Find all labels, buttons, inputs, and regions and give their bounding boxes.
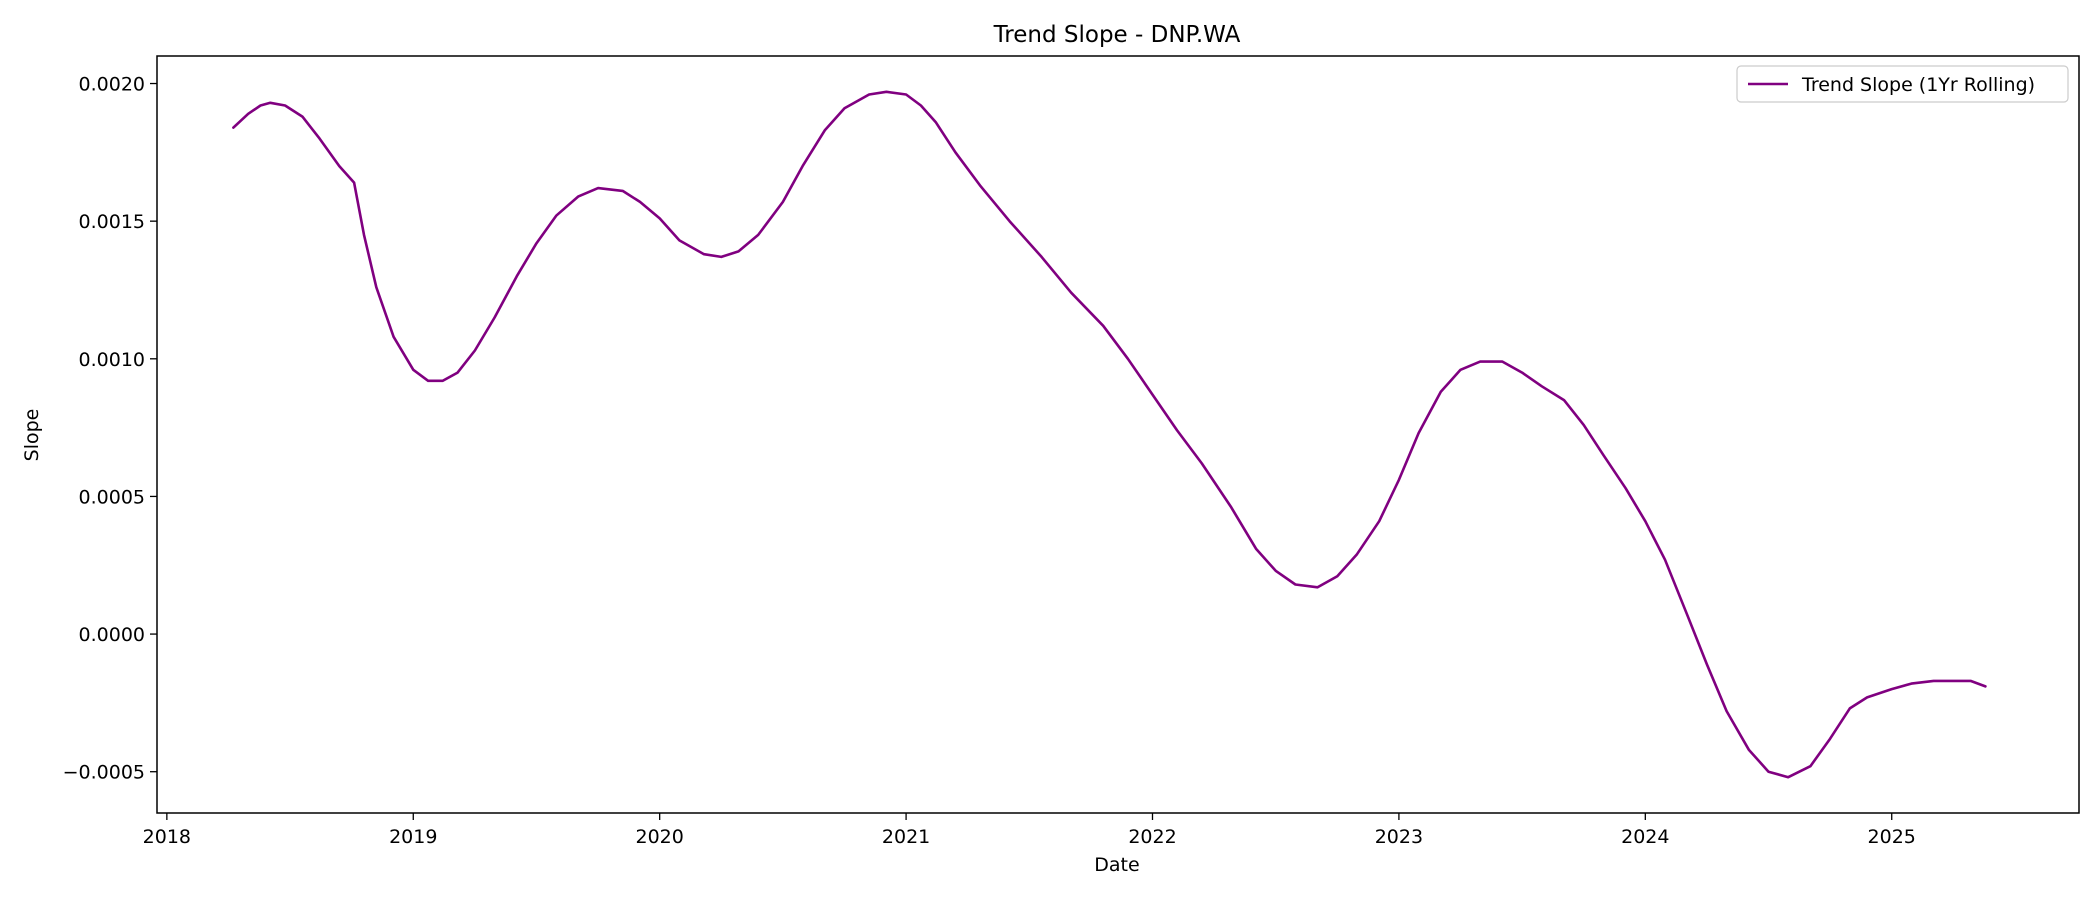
x-tick-label: 2019 bbox=[389, 826, 437, 848]
x-tick-label: 2024 bbox=[1621, 826, 1669, 848]
y-tick-label: 0.0005 bbox=[79, 486, 145, 508]
x-tick-label: 2023 bbox=[1375, 826, 1423, 848]
legend-box bbox=[1736, 65, 2069, 103]
y-tick-label: 0.0020 bbox=[79, 74, 145, 96]
plot-frame bbox=[156, 55, 2080, 814]
x-tick-label: 2021 bbox=[882, 826, 930, 848]
y-axis: −0.0005 0.0000 0.0005 0.0010 0.0015 0.0020 bbox=[63, 74, 157, 784]
y-tick-label: 0.0000 bbox=[79, 624, 145, 646]
x-tick-label: 2020 bbox=[635, 826, 683, 848]
legend-label: Trend Slope (1Yr Rolling) bbox=[1801, 74, 2035, 96]
series-layer bbox=[232, 90, 1987, 779]
plot-area bbox=[156, 55, 2080, 814]
chart-title: Trend Slope - DNP.WA bbox=[993, 22, 1241, 48]
y-tick-label: 0.0010 bbox=[79, 349, 145, 371]
y-axis-label: Slope bbox=[21, 409, 43, 462]
y-tick-label: −0.0005 bbox=[63, 762, 145, 784]
x-axis-label: Date bbox=[1094, 854, 1139, 876]
legend: Trend Slope (1Yr Rolling) bbox=[1736, 65, 2069, 103]
series-line-trend-slope bbox=[232, 90, 1987, 779]
x-tick-label: 2025 bbox=[1868, 826, 1916, 848]
x-axis: 2018 2019 2020 2021 2022 2023 2024 2025 bbox=[143, 813, 1916, 848]
y-tick-label: 0.0015 bbox=[79, 211, 145, 233]
x-tick-label: 2022 bbox=[1128, 826, 1176, 848]
x-tick-label: 2018 bbox=[143, 826, 191, 848]
